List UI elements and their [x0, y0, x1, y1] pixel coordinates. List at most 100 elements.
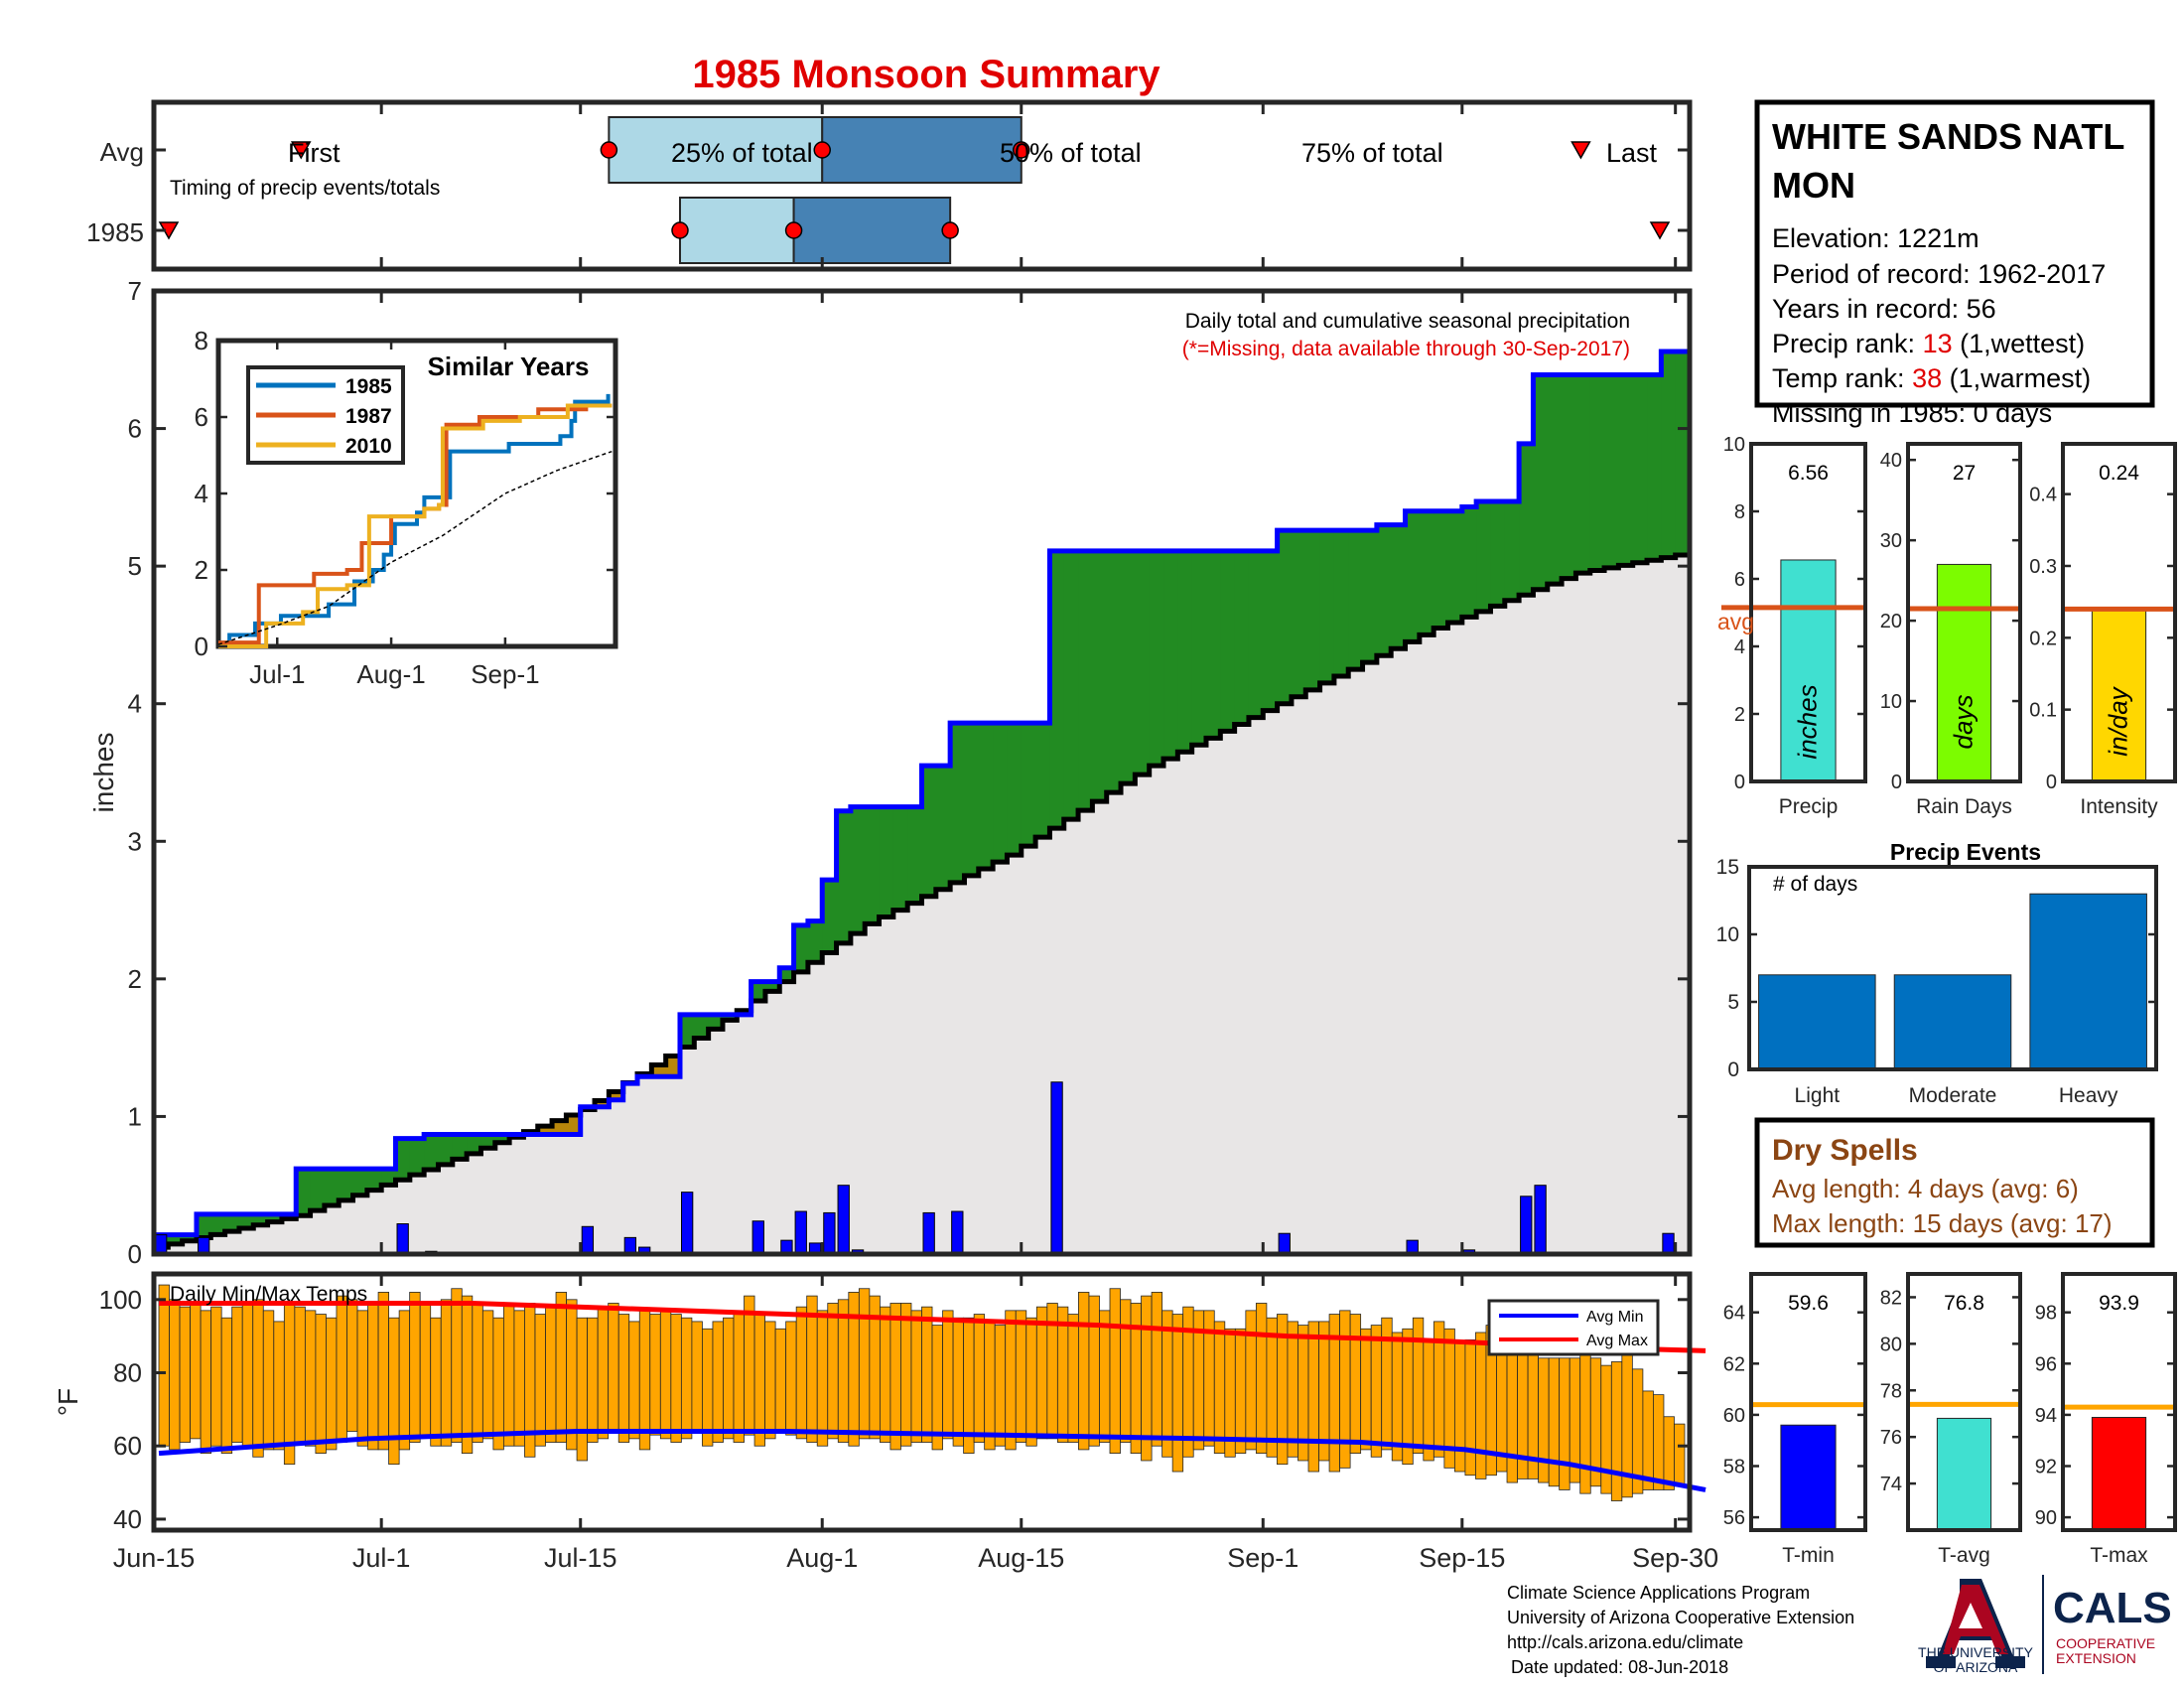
tavg-summary-value: 76.8: [1944, 1292, 1984, 1315]
timing-marker: [813, 141, 831, 159]
above-avg-fill: [1177, 550, 1193, 753]
temp-range-bar: [169, 1299, 181, 1451]
above-avg-fill: [764, 981, 780, 992]
temp-range-bar: [638, 1310, 651, 1451]
precip-summary-tick-label: 0: [1734, 772, 1745, 793]
timing-box-25-50: [678, 197, 795, 264]
above-avg-fill: [480, 1134, 496, 1149]
inset-x-tick-label: Aug-1: [356, 659, 425, 689]
date-tick-label: Sep-30: [1632, 1543, 1718, 1573]
temp-range-bar: [315, 1314, 327, 1454]
above-avg-fill: [822, 880, 838, 953]
date-tick-label: Sep-1: [1227, 1543, 1298, 1573]
temps-title: Daily Min/Max Temps: [170, 1283, 367, 1306]
raindays-summary-bar: [1936, 563, 1992, 782]
temp-range-bar: [889, 1303, 901, 1451]
above-avg-fill: [1661, 351, 1677, 558]
daily-precip-bar: [1050, 1081, 1063, 1255]
temp-range-bar: [472, 1303, 483, 1443]
footer-line-3: http://cals.arizona.edu/climate: [1507, 1632, 1743, 1652]
temp-range-bar: [1453, 1342, 1466, 1473]
inset-y-tick-label: 6: [195, 402, 208, 432]
daily-precip-bar: [823, 1211, 836, 1255]
temp-range-bar: [702, 1328, 714, 1447]
figure-title: 1985 Monsoon Summary: [692, 53, 1160, 96]
intensity-summary-tick-label: 0: [2046, 772, 2057, 793]
temp-range-bar: [900, 1303, 912, 1447]
raindays-summary-label: Rain Days: [1916, 795, 2012, 818]
events-title: Precip Events: [1890, 839, 2041, 865]
temp-range-bar: [1307, 1321, 1319, 1473]
inset-legend-label: 1987: [345, 405, 392, 428]
temp-range-bar: [461, 1295, 474, 1454]
tavg-summary-bar: [1936, 1417, 1992, 1531]
event-tick-label: 15: [1716, 856, 1739, 879]
tavg-summary-tick-label: 74: [1880, 1474, 1902, 1495]
daily-precip-bar: [1662, 1232, 1675, 1255]
daily-precip-bar: [155, 1234, 168, 1255]
daily-precip-bar: [581, 1225, 595, 1255]
above-avg-fill: [1647, 374, 1662, 561]
below-avg-fill: [609, 1091, 624, 1100]
above-avg-fill: [1562, 374, 1577, 579]
above-avg-fill: [679, 1014, 695, 1048]
temp-range-bar: [231, 1306, 243, 1443]
temp-range-bar: [1642, 1390, 1654, 1490]
dry-avg: Avg length: 4 days (avg: 6): [1772, 1174, 2079, 1203]
timing-row-year: 1985: [86, 217, 144, 247]
intensity-summary: 0 0.1 0.2 0.3 0.4 0.24 Intensity in/day: [2029, 442, 2177, 818]
above-avg-fill: [935, 766, 951, 890]
temp-range-bar: [973, 1314, 986, 1443]
temp-range-bar: [1538, 1357, 1550, 1483]
above-avg-fill: [694, 1014, 710, 1039]
temp-range-bar: [451, 1288, 463, 1443]
event-tick-label: 5: [1727, 991, 1739, 1014]
timing-triangle: [290, 141, 312, 160]
timing-box-50-75: [821, 116, 1023, 184]
daily-precip-bar: [1278, 1232, 1291, 1255]
above-avg-fill: [1319, 530, 1335, 683]
temp-range-bar: [419, 1303, 432, 1436]
temp-range-bar: [1088, 1295, 1100, 1447]
precip-frame: [151, 288, 1693, 1257]
station-info: WHITE SANDS NATL MON Elevation: 1221m Per…: [1754, 99, 2155, 428]
tmax-summary-value: 93.9: [2099, 1292, 2139, 1315]
footer-line-4: Date updated: 08-Jun-2018: [1511, 1657, 1728, 1677]
temp-range-bar: [942, 1310, 954, 1440]
above-avg-fill: [907, 806, 923, 904]
intensity-summary-tick-label: 0.2: [2029, 628, 2057, 649]
temp-range-bar: [1423, 1338, 1434, 1462]
precip-summary-tick-label: 10: [1723, 434, 1745, 456]
temp-range-bar: [1653, 1394, 1665, 1490]
timing-row-avg: Avg: [100, 137, 144, 167]
raindays-summary-tick-label: 20: [1880, 611, 1902, 633]
temp-range-bar: [262, 1310, 275, 1451]
temp-range-bar: [795, 1306, 808, 1440]
timing-box-25-50: [608, 116, 824, 184]
temp-range-bar: [1025, 1317, 1037, 1447]
temp-range-bar: [304, 1310, 317, 1447]
above-avg-fill: [1092, 550, 1108, 802]
above-avg-fill: [1504, 501, 1520, 601]
precip-note-1: Daily total and cumulative seasonal prec…: [1185, 310, 1630, 333]
temp-range-bar: [994, 1325, 1007, 1447]
temp-range-bar: [1663, 1416, 1675, 1490]
tavg-summary-label: T-avg: [1938, 1544, 1990, 1567]
timing-frame: [151, 99, 1693, 272]
precip-summary-value: 6.56: [1788, 462, 1829, 485]
above-avg-fill: [310, 1169, 326, 1211]
above-avg-fill: [494, 1134, 510, 1143]
date-tick-label: Sep-15: [1419, 1543, 1505, 1573]
above-avg-fill: [1220, 550, 1236, 732]
above-avg-fill: [1106, 550, 1122, 793]
date-tick-label: Jun-15: [113, 1543, 196, 1573]
temp-range-bar: [1109, 1288, 1121, 1454]
tmax-summary-tick-label: 96: [2035, 1353, 2057, 1375]
above-avg-fill: [224, 1213, 240, 1232]
temp-range-bar: [744, 1295, 755, 1436]
above-avg-fill: [779, 967, 795, 982]
temp-range-bar: [210, 1306, 222, 1447]
cals-wordmark: CALS: [2053, 1584, 2172, 1632]
